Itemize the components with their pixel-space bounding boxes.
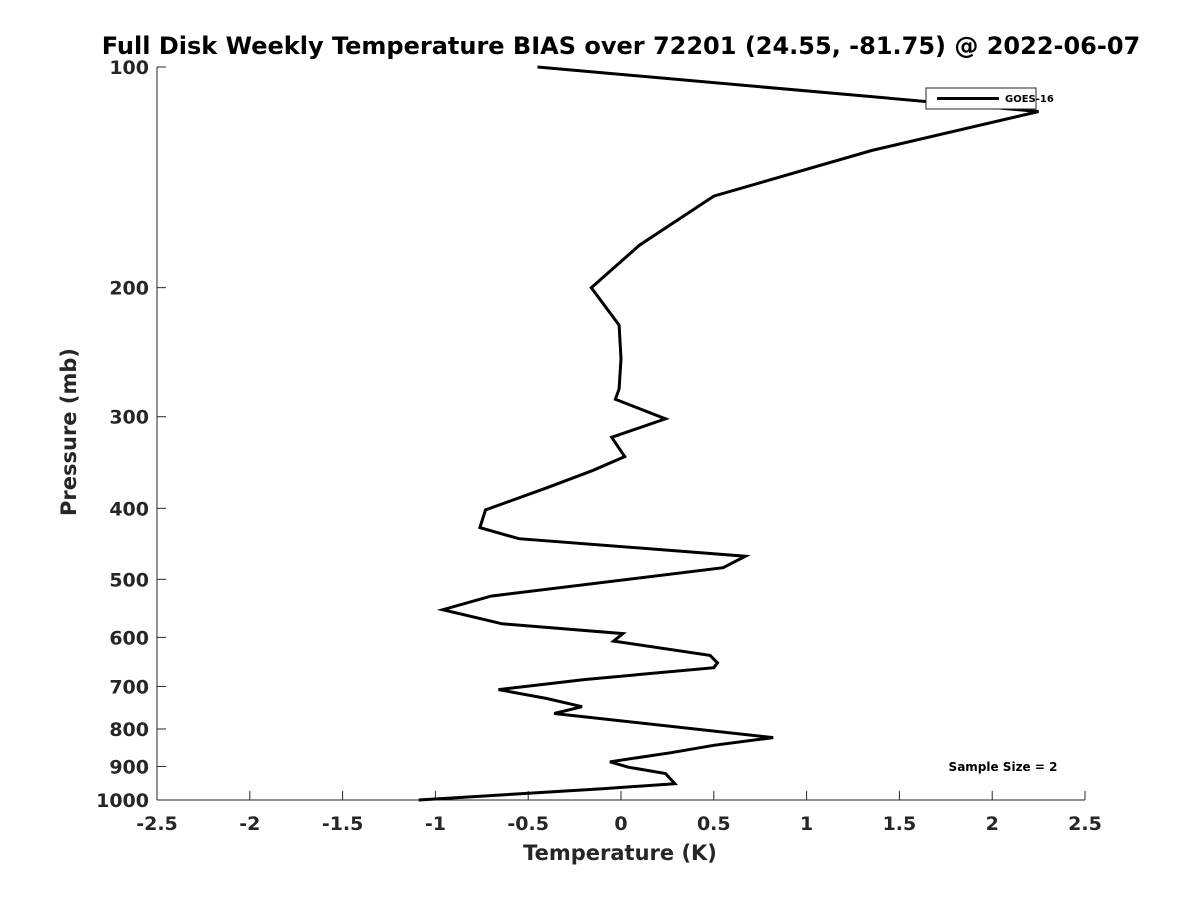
x-tick-label: -2.5 <box>136 813 178 835</box>
y-axis-ticks: 100 200 300 400 500 600 700 800 900 1000 <box>96 57 166 812</box>
y-tick-label: 300 <box>109 407 149 429</box>
y-tick-label: 600 <box>109 627 149 649</box>
legend: GOES-16 <box>925 87 1054 110</box>
x-axis-ticks: -2.5 -2 -1.5 -1 -0.5 0 0.5 1 1.5 2 2.5 <box>136 791 1102 835</box>
x-tick-label: 2 <box>986 813 999 835</box>
y-tick-label: 100 <box>109 57 149 79</box>
y-tick-label: 1000 <box>96 790 149 812</box>
x-tick-label: 0.5 <box>697 813 731 835</box>
chart-title: Full Disk Weekly Temperature BIAS over 7… <box>102 32 1141 60</box>
legend-label-goes-16: GOES-16 <box>1005 94 1054 105</box>
y-tick-label: 500 <box>109 569 149 591</box>
series-group <box>418 65 1039 802</box>
x-tick-label: -1 <box>425 813 446 835</box>
x-tick-label: 0 <box>614 813 627 835</box>
x-tick-label: -1.5 <box>322 813 364 835</box>
y-tick-label: 200 <box>109 278 149 300</box>
y-tick-label: 800 <box>109 719 149 741</box>
y-tick-label: 700 <box>109 676 149 698</box>
x-tick-label: -0.5 <box>507 813 549 835</box>
y-axis-label: Pressure (mb) <box>57 348 81 516</box>
x-tick-label: 2.5 <box>1068 813 1102 835</box>
x-tick-label: 1.5 <box>883 813 917 835</box>
y-tick-label: 900 <box>109 756 149 778</box>
x-tick-label: 1 <box>800 813 813 835</box>
x-axis-label: Temperature (K) <box>523 841 717 865</box>
x-tick-label: -2 <box>239 813 260 835</box>
y-tick-label: 400 <box>109 498 149 520</box>
sample-size-annotation: Sample Size = 2 <box>949 760 1058 774</box>
series-line-goes-16 <box>418 65 1039 802</box>
